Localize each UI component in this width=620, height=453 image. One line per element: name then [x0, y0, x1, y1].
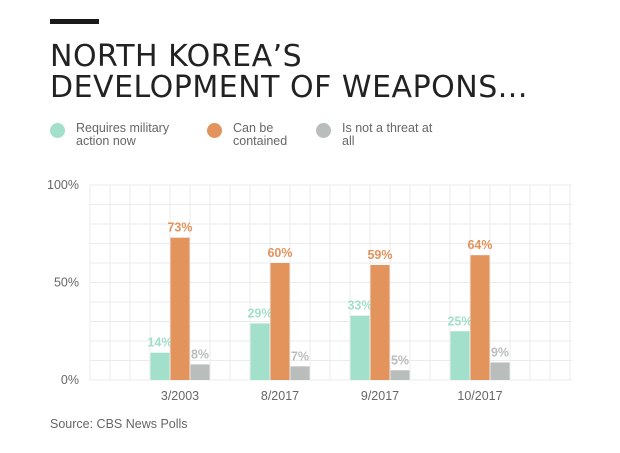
title-accent-bar: [50, 19, 99, 24]
data-label: 64%: [467, 238, 492, 252]
data-label: 60%: [267, 246, 292, 260]
data-label: 29%: [247, 306, 272, 320]
bar: [270, 263, 290, 380]
data-label: 8%: [191, 347, 209, 361]
legend-label-not-threat: Is not a threat at all: [342, 121, 433, 148]
x-tick-label: 8/2017: [261, 389, 299, 403]
data-label: 33%: [347, 299, 372, 313]
legend-item-not-threat: Is not a threat at all: [316, 122, 442, 148]
y-axis: 0% 50% 100%: [47, 178, 79, 387]
bar: [150, 352, 170, 380]
x-tick-label: 9/2017: [361, 389, 399, 403]
legend-swatch-not-threat: [316, 123, 331, 138]
y-tick-label: 0%: [61, 373, 79, 387]
y-tick-label: 100%: [47, 178, 79, 192]
chart-bars: 14% 73% 8% 29% 60% 7% 33% 59% 5% 25% 64% 9%: [147, 221, 510, 380]
x-tick-label: 3/2003: [161, 389, 199, 403]
bar: [190, 364, 210, 380]
legend-item-contained: Can be contained: [207, 122, 308, 148]
data-label: 59%: [367, 248, 392, 262]
bar: [490, 362, 510, 380]
chart-title-line-2: DEVELOPMENT OF WEAPONS...: [50, 70, 528, 105]
legend-swatch-contained: [207, 123, 222, 138]
data-label: 7%: [291, 349, 309, 363]
data-label: 73%: [167, 221, 192, 235]
bar: [470, 255, 490, 380]
bar: [350, 315, 370, 380]
data-label: 25%: [447, 314, 472, 328]
source-note: Source: CBS News Polls: [50, 417, 188, 431]
bar: [170, 237, 190, 380]
chart-grid: [89, 184, 572, 381]
legend-label-military: Requires military action now: [76, 121, 170, 148]
y-tick-label: 50%: [54, 276, 79, 290]
data-label: 14%: [147, 336, 172, 350]
legend-item-military: Requires military action now: [50, 122, 191, 148]
bar: [370, 264, 390, 380]
chart-title-line-1: NORTH KOREA’S: [50, 39, 303, 74]
chart-title: NORTH KOREA’S DEVELOPMENT OF WEAPONS...: [50, 41, 590, 103]
data-label: 5%: [391, 353, 409, 367]
data-label: 9%: [491, 345, 509, 359]
legend-swatch-military: [50, 123, 65, 138]
bar-chart: 0% 50% 100% 14% 73% 8% 29% 60% 7% 33% 59% 5% 25% 64%…: [47, 178, 572, 403]
chart-legend: Requires military action now Can be cont…: [50, 122, 590, 154]
x-tick-label: 10/2017: [457, 389, 502, 403]
x-axis: 3/2003 8/2017 9/2017 10/2017: [161, 389, 503, 403]
bar: [250, 323, 270, 380]
bar: [390, 370, 410, 380]
bar: [450, 331, 470, 380]
bar: [290, 366, 310, 380]
legend-label-contained: Can be contained: [233, 121, 288, 148]
